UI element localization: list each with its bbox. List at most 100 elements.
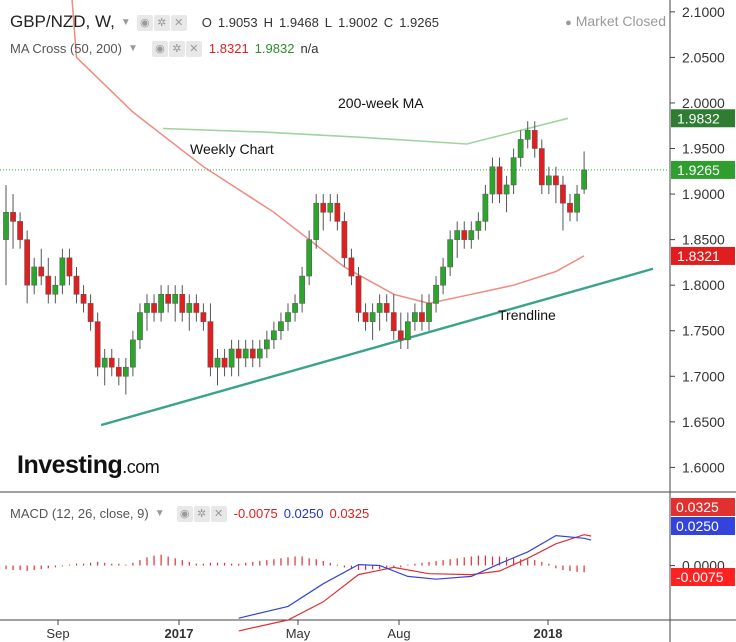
macd-legend: MACD (12, 26, close, 9) ▼ ◉ ✲ ✕ -0.0075 0.…	[10, 505, 369, 522]
candle-body	[419, 312, 425, 322]
ma-legend: MA Cross (50, 200) ▼ ◉ ✲ ✕ 1.8321 1.9832 n…	[10, 40, 319, 57]
macd-hist-value: -0.0075	[233, 506, 278, 521]
candle-body	[80, 294, 87, 304]
price-axis-label: 2.1000	[682, 4, 725, 20]
candle-body	[383, 303, 390, 313]
settings-gear-icon[interactable]: ✲	[153, 14, 170, 31]
ma200-annotation: 200-week MA	[338, 95, 424, 111]
symbol-label[interactable]: GBP/NZD, W,	[10, 12, 115, 31]
macd-indicator-label[interactable]: MACD (12, 26, close, 9)	[10, 506, 149, 521]
candle-body	[405, 321, 411, 341]
candle-body	[412, 312, 418, 322]
candle-body	[538, 148, 545, 186]
candle-body	[123, 366, 129, 377]
candle-body	[567, 202, 573, 213]
macd-hist-tag-bg	[671, 568, 735, 586]
candle-body	[242, 348, 249, 359]
symbol-legend: GBP/NZD, W, ▼ ◉ ✲ ✕ O 1.9053 H 1.9468 L 1.…	[10, 12, 439, 32]
ma50-price-tag: 1.8321	[677, 248, 720, 264]
candle-body	[186, 303, 193, 313]
macd-toolbar: ◉ ✲ ✕	[176, 505, 228, 522]
ma-menu-caret-icon[interactable]: ▼	[128, 43, 138, 54]
high-label: H	[263, 14, 274, 30]
candle-body	[87, 303, 94, 322]
candle-body	[24, 239, 30, 286]
close-icon[interactable]: ✕	[185, 41, 202, 57]
candle-body	[179, 294, 186, 313]
candle-body	[249, 348, 256, 359]
settings-gear-icon[interactable]: ✲	[168, 41, 185, 57]
candle-body	[45, 275, 52, 295]
open-value: 1.9053	[217, 14, 258, 30]
candle-body	[376, 303, 383, 313]
candle-body	[264, 339, 270, 350]
candle-body	[101, 357, 108, 368]
candle-body	[362, 312, 369, 322]
ma200-value: 1.9832	[254, 41, 295, 56]
candle-body	[524, 130, 531, 140]
price-axis-label: 1.8500	[682, 232, 725, 248]
macd-hist-tag: -0.0075	[676, 569, 724, 585]
price-axis-label: 2.0000	[682, 95, 725, 111]
candle-body	[334, 202, 341, 222]
close-icon[interactable]: ✕	[170, 14, 187, 31]
candle-body	[433, 284, 439, 304]
price-axis-label: 2.0500	[682, 49, 725, 65]
macd-line-tag-bg	[671, 517, 735, 535]
candle-body	[517, 139, 524, 158]
settings-gear-icon[interactable]: ✲	[193, 506, 210, 522]
macd-line-tag: 0.0250	[676, 518, 719, 534]
candle-body	[581, 169, 587, 190]
trendline	[100, 267, 654, 427]
candle-body	[454, 230, 461, 240]
candle-body	[468, 230, 475, 240]
time-axis-label: Aug	[387, 626, 410, 641]
candle-body	[256, 348, 263, 359]
candle-body	[59, 257, 66, 286]
eye-icon[interactable]: ◉	[151, 41, 168, 57]
macd-line	[238, 534, 592, 619]
time-axis-label: May	[286, 626, 311, 641]
open-label: O	[201, 14, 212, 30]
current-price-tag: 1.9265	[677, 162, 720, 178]
candle-body	[108, 357, 115, 368]
candle-body	[3, 212, 9, 240]
macd-signal-tag: 0.0325	[676, 499, 719, 515]
candle-body	[341, 221, 348, 259]
candle-body	[560, 184, 566, 204]
candle-body	[271, 330, 277, 341]
eye-icon[interactable]: ◉	[176, 506, 193, 522]
candle-body	[66, 257, 73, 277]
price-axis-label: 1.7000	[682, 368, 725, 384]
legend-toolbar: ◉ ✲ ✕	[136, 14, 188, 31]
candle-body	[10, 212, 16, 222]
price-axis-label: 1.7500	[682, 323, 725, 339]
ma200-price-tag: 1.9832	[677, 110, 720, 126]
candle-body	[397, 330, 404, 341]
price-axis-label: 1.9500	[682, 141, 725, 157]
ma-indicator-label[interactable]: MA Cross (50, 200)	[10, 41, 122, 56]
candle-body	[496, 166, 503, 195]
logo-suffix: .com	[122, 457, 160, 477]
candle-body	[38, 266, 45, 277]
macd-menu-caret-icon[interactable]: ▼	[154, 508, 165, 519]
high-value: 1.9468	[279, 14, 319, 30]
candle-body	[17, 221, 23, 240]
macd-line-value: 0.0250	[283, 506, 324, 521]
status-dot-icon: ●	[565, 17, 572, 29]
eye-icon[interactable]: ◉	[136, 14, 153, 31]
low-value: 1.9002	[338, 14, 378, 30]
candle-body	[546, 175, 552, 186]
ma200-line	[162, 117, 569, 145]
candle-body	[574, 193, 580, 213]
symbol-menu-caret-icon[interactable]: ▼	[120, 16, 131, 28]
candle-body	[228, 348, 235, 368]
close-label: C	[383, 14, 394, 30]
candle-body	[426, 303, 432, 322]
candle-body	[221, 357, 228, 368]
investing-logo: Investing.com	[17, 451, 160, 480]
close-icon[interactable]: ✕	[210, 506, 227, 522]
macd-signal-line	[238, 534, 592, 632]
price-axis-label: 1.6500	[682, 414, 725, 430]
